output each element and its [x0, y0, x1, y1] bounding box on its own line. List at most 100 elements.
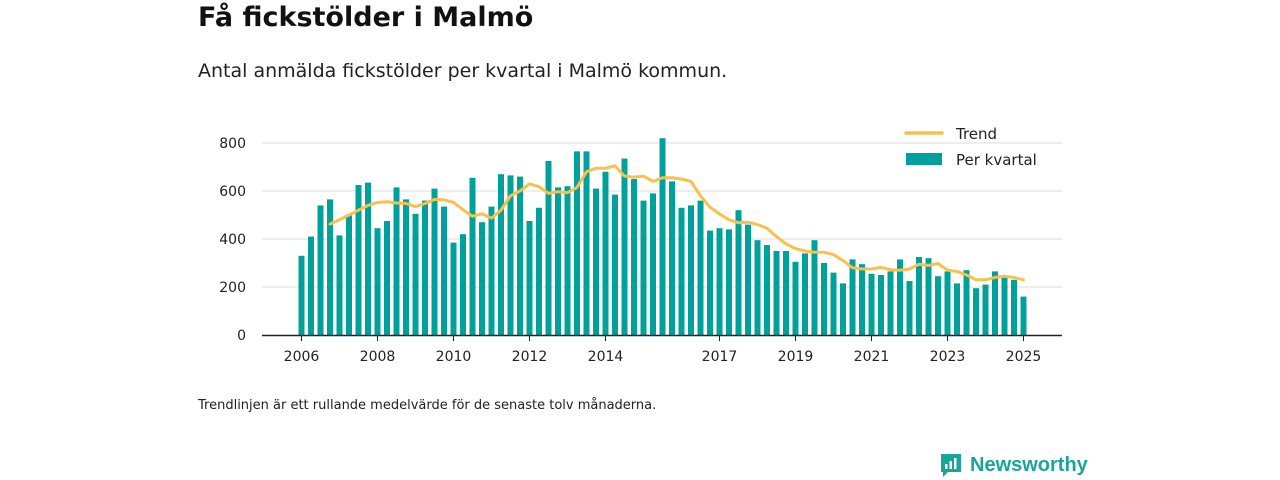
bar [707, 230, 713, 335]
legend-trend-label: Trend [955, 125, 997, 143]
bar [849, 259, 856, 335]
bar [735, 210, 742, 335]
bar [659, 138, 666, 335]
bar [840, 283, 846, 335]
bar [593, 188, 599, 335]
bar [469, 177, 476, 335]
bar [773, 251, 780, 335]
bar [460, 234, 466, 335]
bar [336, 235, 343, 335]
bar [365, 182, 371, 335]
bar [802, 253, 808, 335]
bar [726, 229, 732, 335]
bar [621, 158, 628, 335]
bar [982, 284, 989, 335]
chart-title: Få fickstölder i Malmö [198, 2, 534, 33]
bar [384, 221, 390, 335]
bar [479, 222, 485, 335]
y-tick-label: 600 [219, 184, 246, 200]
bar [944, 271, 951, 335]
bar [1011, 279, 1017, 335]
bar [906, 281, 913, 335]
x-tick-label: 2010 [436, 349, 472, 365]
bar [669, 181, 675, 335]
chart-subtitle: Antal anmälda fickstölder per kvartal i … [198, 60, 728, 82]
bar [555, 187, 561, 335]
bar [650, 193, 656, 335]
bar [925, 258, 932, 335]
bar [821, 263, 827, 335]
legend-bar-label: Per kvartal [956, 151, 1037, 169]
bar [859, 264, 865, 335]
x-tick-label: 2012 [512, 349, 548, 365]
bar [574, 151, 580, 335]
newsworthy-logo-text: Newsworthy [970, 453, 1088, 476]
bar [688, 205, 694, 335]
bar [602, 171, 609, 335]
bar [450, 242, 457, 335]
x-tick-label: 2006 [284, 349, 320, 365]
bar [783, 251, 789, 335]
bar [754, 240, 761, 335]
bar [640, 200, 647, 335]
bar [374, 228, 381, 335]
bar [498, 174, 504, 335]
bar [631, 179, 637, 335]
bar [327, 199, 333, 335]
y-tick-label: 0 [237, 328, 246, 344]
x-tick-label: 2017 [702, 349, 738, 365]
bar [678, 207, 685, 335]
bar [545, 161, 552, 335]
bar [298, 255, 305, 335]
bar [878, 275, 884, 335]
bar [697, 200, 704, 335]
bar [897, 259, 903, 335]
bar [403, 199, 409, 335]
bar [317, 205, 324, 335]
bar [507, 175, 514, 335]
x-tick-label: 2021 [854, 349, 890, 365]
bar [422, 200, 428, 335]
bar [412, 213, 419, 335]
bar [792, 261, 799, 335]
newsworthy-logo[interactable]: Newsworthy [939, 452, 1088, 478]
bar [612, 194, 618, 335]
x-tick-label: 2019 [778, 349, 814, 365]
bar [716, 228, 723, 335]
bar [526, 221, 533, 335]
x-tick-label: 2025 [1006, 349, 1042, 365]
x-tick-label: 2008 [360, 349, 396, 365]
bar [745, 224, 751, 335]
bar [393, 187, 400, 335]
bar [868, 273, 875, 335]
bar [308, 236, 314, 335]
bar [954, 283, 960, 335]
bar [963, 270, 970, 335]
bar [887, 271, 894, 335]
y-tick-label: 400 [219, 232, 246, 248]
bar [935, 276, 941, 335]
bar [536, 207, 542, 335]
x-tick-label: 2023 [930, 349, 966, 365]
bar [916, 257, 922, 335]
trend-line [328, 164, 1025, 282]
chart-footnote: Trendlinjen är ett rullande medelvärde f… [198, 398, 657, 413]
newsworthy-logo-icon [941, 454, 961, 477]
bar [441, 206, 447, 335]
bar [355, 185, 362, 335]
y-tick-label: 800 [219, 136, 246, 152]
bar [431, 188, 438, 335]
bar [992, 271, 998, 335]
bar [1001, 277, 1008, 335]
bar [830, 272, 837, 335]
bar [346, 215, 352, 335]
bar [517, 176, 523, 335]
bar [564, 186, 571, 335]
bar [811, 240, 818, 335]
bar [583, 151, 590, 335]
bar [764, 245, 770, 335]
x-tick-label: 2014 [588, 349, 624, 365]
bar [488, 206, 495, 335]
bar [973, 288, 979, 335]
